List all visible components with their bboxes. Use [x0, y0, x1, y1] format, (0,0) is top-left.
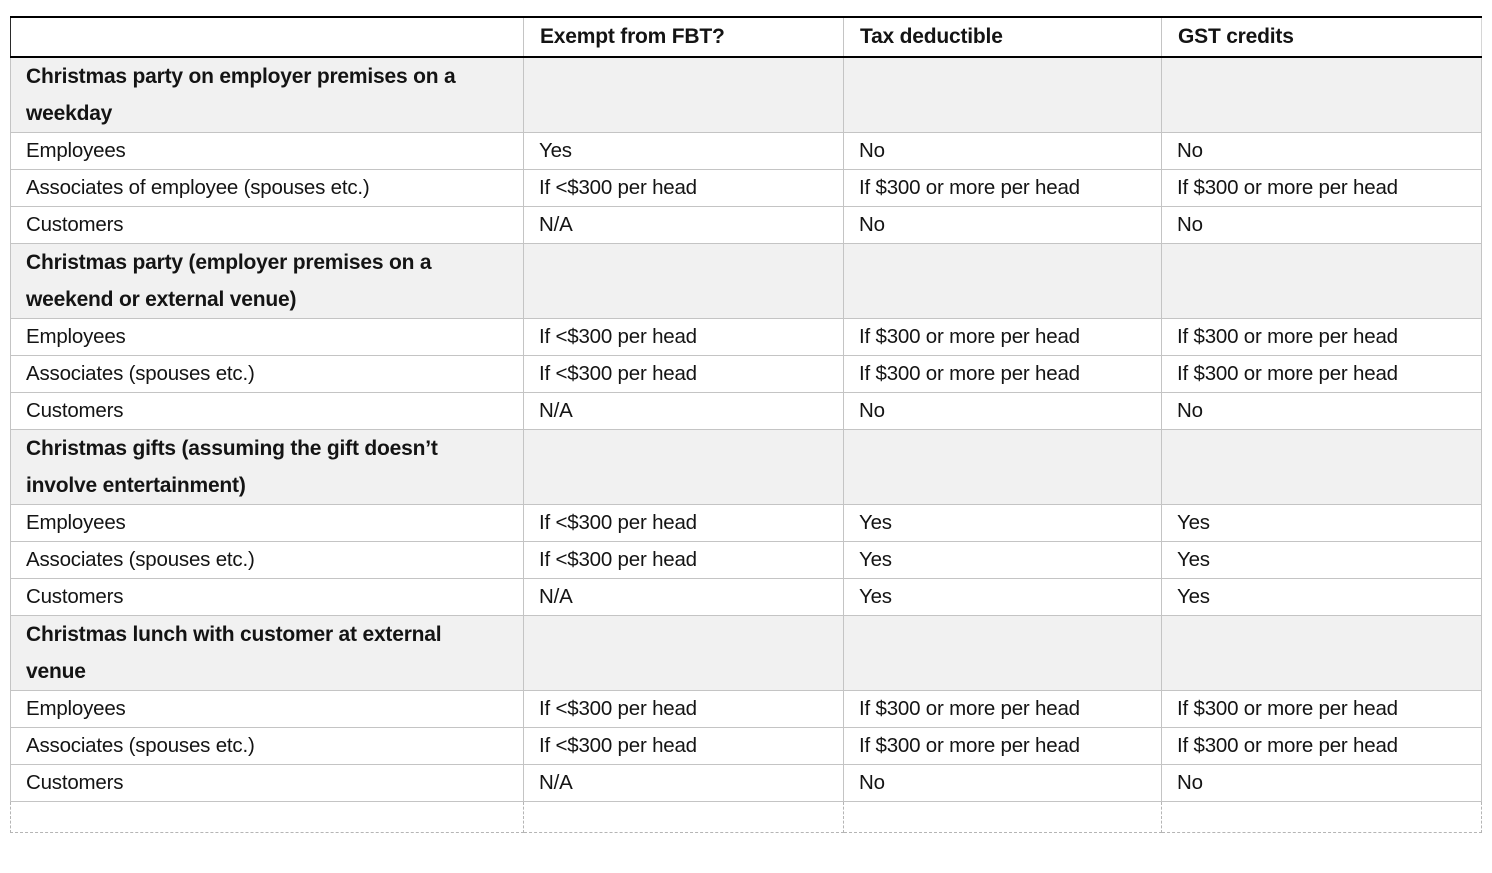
empty-cell: [1161, 801, 1482, 833]
table-row: Employees If <$300 per head Yes Yes: [10, 504, 1482, 542]
cell-tax-deductible: If $300 or more per head: [843, 355, 1162, 393]
empty-row: [10, 801, 1482, 833]
table-row: Customers N/A No No: [10, 764, 1482, 802]
row-label: Employees: [10, 318, 524, 356]
fbt-benefits-table: Exempt from FBT? Tax deductible GST cred…: [10, 16, 1482, 833]
section-row: Christmas party on employer premises on …: [10, 56, 1482, 133]
cell-gst-credits: No: [1161, 132, 1482, 170]
cell-tax-deductible: Yes: [843, 578, 1162, 616]
cell-exempt-fbt: N/A: [523, 392, 844, 430]
section-empty-cell: [523, 56, 844, 133]
row-label: Associates of employee (spouses etc.): [10, 169, 524, 207]
cell-tax-deductible: No: [843, 132, 1162, 170]
section-empty-cell: [843, 429, 1162, 505]
table-row: Employees If <$300 per head If $300 or mor…: [10, 318, 1482, 356]
section-empty-cell: [523, 429, 844, 505]
cell-exempt-fbt: If <$300 per head: [523, 318, 844, 356]
cell-exempt-fbt: If <$300 per head: [523, 504, 844, 542]
empty-cell: [843, 801, 1162, 833]
row-label: Associates (spouses etc.): [10, 355, 524, 393]
section-title: Christmas party (employer premises on a …: [10, 243, 524, 319]
table-row: Customers N/A Yes Yes: [10, 578, 1482, 616]
table-row: Associates of employee (spouses etc.) If …: [10, 169, 1482, 207]
column-header-tax-deductible: Tax deductible: [843, 16, 1162, 58]
section-title: Christmas gifts (assuming the gift doesn…: [10, 429, 524, 505]
row-label: Customers: [10, 764, 524, 802]
row-label: Employees: [10, 690, 524, 728]
cell-exempt-fbt: Yes: [523, 132, 844, 170]
cell-tax-deductible: Yes: [843, 541, 1162, 579]
cell-gst-credits: Yes: [1161, 504, 1482, 542]
cell-tax-deductible: No: [843, 206, 1162, 244]
section-title: Christmas lunch with customer at externa…: [10, 615, 524, 691]
header-row: Exempt from FBT? Tax deductible GST cred…: [10, 16, 1482, 58]
row-label: Associates (spouses etc.): [10, 541, 524, 579]
cell-tax-deductible: Yes: [843, 504, 1162, 542]
cell-gst-credits: No: [1161, 392, 1482, 430]
row-label: Employees: [10, 132, 524, 170]
row-label: Customers: [10, 578, 524, 616]
empty-cell: [523, 801, 844, 833]
table-row: Associates (spouses etc.) If <$300 per he…: [10, 355, 1482, 393]
cell-exempt-fbt: If <$300 per head: [523, 541, 844, 579]
table-row: Associates (spouses etc.) If <$300 per he…: [10, 727, 1482, 765]
cell-tax-deductible: No: [843, 764, 1162, 802]
cell-gst-credits: If $300 or more per head: [1161, 690, 1482, 728]
section-empty-cell: [843, 243, 1162, 319]
table-row: Customers N/A No No: [10, 392, 1482, 430]
row-label: Customers: [10, 206, 524, 244]
section-row: Christmas party (employer premises on a …: [10, 243, 1482, 319]
table-row: Employees If <$300 per head If $300 or mor…: [10, 690, 1482, 728]
cell-gst-credits: No: [1161, 764, 1482, 802]
cell-gst-credits: Yes: [1161, 578, 1482, 616]
cell-tax-deductible: If $300 or more per head: [843, 169, 1162, 207]
section-empty-cell: [843, 56, 1162, 133]
table-row: Employees Yes No No: [10, 132, 1482, 170]
cell-gst-credits: If $300 or more per head: [1161, 318, 1482, 356]
cell-exempt-fbt: If <$300 per head: [523, 690, 844, 728]
column-header-blank: [10, 16, 524, 58]
table-body: Christmas party on employer premises on …: [10, 56, 1482, 833]
document-page: Exempt from FBT? Tax deductible GST cred…: [10, 16, 1482, 833]
cell-gst-credits: If $300 or more per head: [1161, 169, 1482, 207]
section-row: Christmas lunch with customer at externa…: [10, 615, 1482, 691]
cell-gst-credits: No: [1161, 206, 1482, 244]
section-empty-cell: [843, 615, 1162, 691]
column-header-gst-credits: GST credits: [1161, 16, 1482, 58]
section-empty-cell: [1161, 429, 1482, 505]
section-empty-cell: [523, 615, 844, 691]
empty-cell: [10, 801, 524, 833]
table-row: Customers N/A No No: [10, 206, 1482, 244]
cell-tax-deductible: No: [843, 392, 1162, 430]
section-empty-cell: [1161, 615, 1482, 691]
cell-tax-deductible: If $300 or more per head: [843, 690, 1162, 728]
section-title: Christmas party on employer premises on …: [10, 56, 524, 133]
cell-gst-credits: Yes: [1161, 541, 1482, 579]
column-header-exempt-fbt: Exempt from FBT?: [523, 16, 844, 58]
cell-exempt-fbt: If <$300 per head: [523, 355, 844, 393]
section-empty-cell: [523, 243, 844, 319]
section-row: Christmas gifts (assuming the gift doesn…: [10, 429, 1482, 505]
row-label: Employees: [10, 504, 524, 542]
section-empty-cell: [1161, 56, 1482, 133]
cell-exempt-fbt: N/A: [523, 578, 844, 616]
cell-gst-credits: If $300 or more per head: [1161, 355, 1482, 393]
cell-exempt-fbt: N/A: [523, 764, 844, 802]
table-row: Associates (spouses etc.) If <$300 per he…: [10, 541, 1482, 579]
cell-exempt-fbt: If <$300 per head: [523, 727, 844, 765]
cell-tax-deductible: If $300 or more per head: [843, 318, 1162, 356]
row-label: Customers: [10, 392, 524, 430]
section-empty-cell: [1161, 243, 1482, 319]
cell-exempt-fbt: If <$300 per head: [523, 169, 844, 207]
row-label: Associates (spouses etc.): [10, 727, 524, 765]
cell-tax-deductible: If $300 or more per head: [843, 727, 1162, 765]
cell-gst-credits: If $300 or more per head: [1161, 727, 1482, 765]
cell-exempt-fbt: N/A: [523, 206, 844, 244]
